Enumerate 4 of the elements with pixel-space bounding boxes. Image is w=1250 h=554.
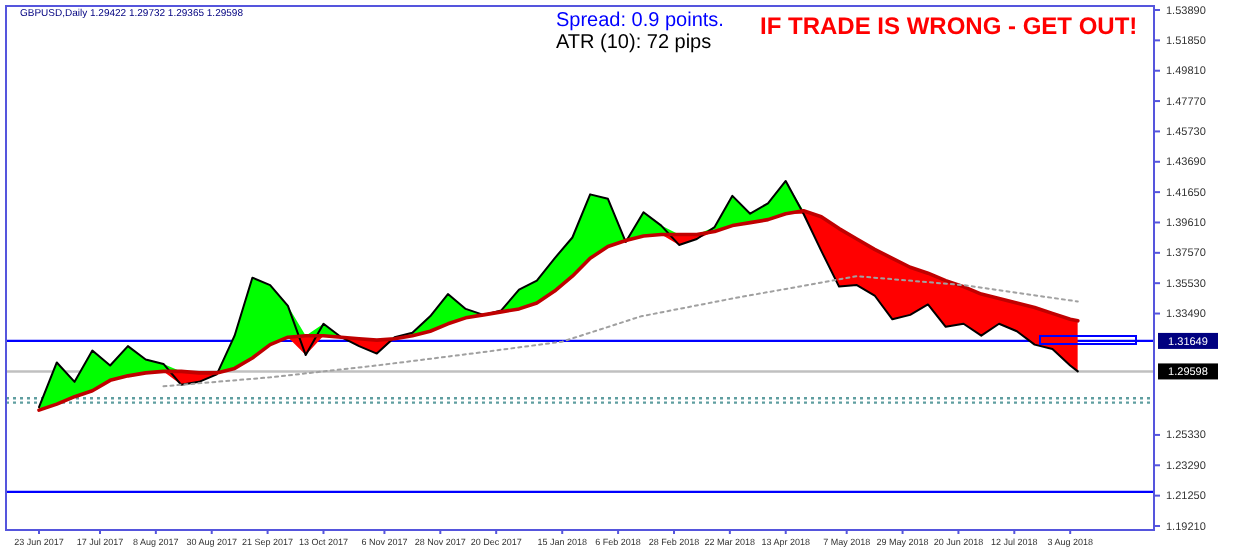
line-series (162, 275, 1079, 388)
annotation: IF TRADE IS WRONG - GET OUT! (760, 12, 1138, 40)
annotation: ATR (10): 72 pips (556, 32, 712, 54)
annotation: Spread: 0.9 points. (556, 10, 724, 32)
